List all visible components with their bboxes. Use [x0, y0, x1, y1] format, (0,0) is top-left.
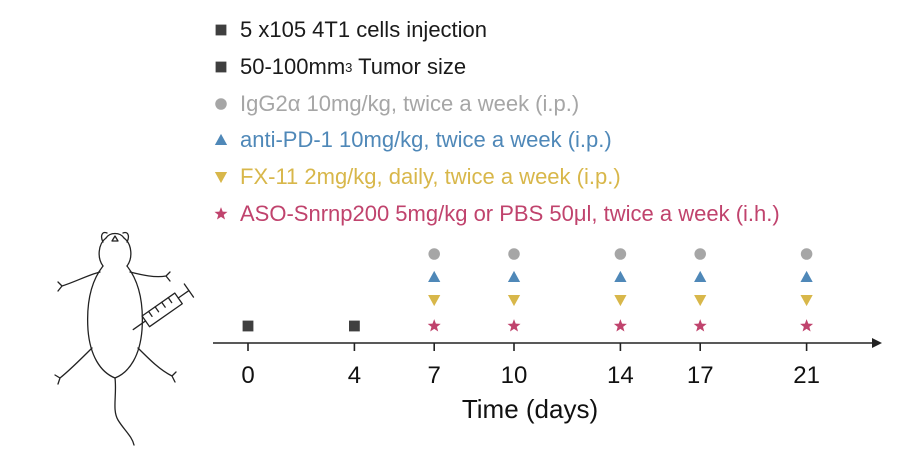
tick-label-day-14: 14 [607, 362, 634, 389]
marker-injection-day-0 [242, 320, 254, 332]
x-axis-label: Time (days) [462, 394, 598, 424]
marker-anti-pd1-day-10 [507, 270, 521, 283]
marker-aso-day-7 [427, 319, 441, 332]
marker-anti-pd1-day-17 [694, 270, 707, 283]
marker-igg2a-day-14 [614, 248, 627, 260]
tick-marks [247, 343, 808, 351]
triangle-up-marker-icon [214, 134, 228, 146]
marker-igg2a-day-21 [800, 248, 813, 260]
mouse-with-syringe-icon [54, 231, 195, 446]
marker-aso-day-21 [800, 319, 814, 332]
tick-label-day-0: 0 [241, 362, 254, 389]
marker-anti-pd1-day-14 [614, 270, 627, 283]
tick-labels: 0 4 7 10 14 17 21 [241, 362, 820, 389]
legend-text: FX-11 2mg/kg, daily, twice a week (i.p.) [240, 164, 621, 190]
marker-aso-day-10 [507, 319, 521, 332]
legend-item-tumor-size: 50-100mm 3 Tumor size [213, 49, 780, 86]
legend-text-suffix: Tumor size [352, 54, 467, 80]
tick-label-day-10: 10 [501, 362, 528, 389]
marker-fx11-day-17 [694, 294, 707, 307]
legend-text: 5 x105 4T1 cells injection [240, 17, 488, 43]
event-markers [242, 248, 814, 332]
legend-item-anti-pd1: anti-PD-1 10mg/kg, twice a week (i.p.) [213, 122, 780, 159]
legend-item-injection: 5 x105 4T1 cells injection [213, 12, 780, 49]
legend-item-aso: ASO-Snrnp200 5mg/kg or PBS 50μl, twice a… [213, 195, 780, 232]
legend-text: anti-PD-1 10mg/kg, twice a week (i.p.) [240, 127, 612, 153]
marker-anti-pd1-day-21 [800, 270, 813, 283]
marker-igg2a-day-10 [508, 248, 520, 260]
marker-anti-pd1-day-7 [428, 270, 441, 283]
tick-label-day-4: 4 [348, 362, 361, 389]
tick-label-day-17: 17 [687, 362, 714, 389]
tick-label-day-21: 21 [793, 362, 820, 389]
legend: 5 x105 4T1 cells injection 50-100mm 3 Tumo… [213, 12, 780, 232]
legend-superscript: 3 [345, 59, 353, 75]
marker-aso-day-17 [693, 319, 707, 332]
marker-tumor-size-day-4 [349, 320, 360, 332]
marker-fx11-day-7 [428, 294, 441, 307]
triangle-down-marker-icon [214, 172, 228, 184]
legend-text: 50-100mm [240, 54, 346, 80]
legend-text: IgG2α 10mg/kg, twice a week (i.p.) [240, 90, 580, 116]
star-marker-icon [214, 206, 228, 220]
legend-text: ASO-Snrnp200 5mg/kg or PBS 50μl, twice a… [240, 200, 780, 226]
marker-fx11-day-14 [614, 294, 627, 307]
time-axis-arrowhead [872, 338, 882, 348]
square-marker-icon [215, 61, 227, 73]
circle-marker-icon [215, 97, 227, 110]
marker-fx11-day-10 [507, 294, 521, 307]
marker-fx11-day-21 [800, 294, 813, 307]
square-marker-icon [215, 24, 227, 36]
legend-item-igg2a: IgG2α 10mg/kg, twice a week (i.p.) [213, 85, 780, 122]
legend-item-fx11: FX-11 2mg/kg, daily, twice a week (i.p.) [213, 159, 780, 196]
tick-label-day-7: 7 [428, 362, 441, 389]
marker-igg2a-day-17 [694, 248, 706, 260]
marker-igg2a-day-7 [428, 248, 440, 260]
marker-aso-day-14 [613, 319, 627, 332]
